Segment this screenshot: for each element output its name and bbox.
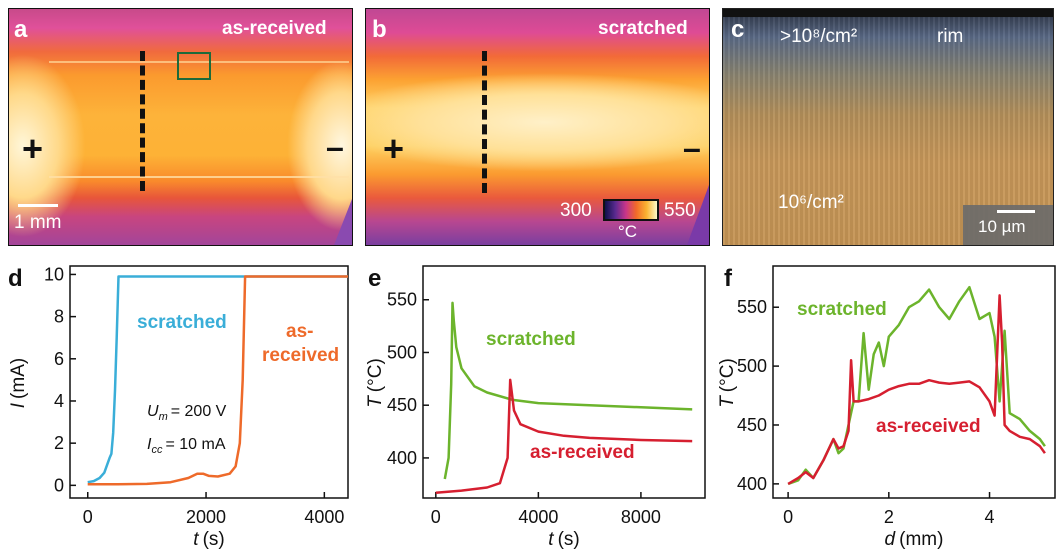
series-e-scratched	[443, 301, 693, 480]
series-f-as-received	[787, 294, 1046, 485]
lines-e	[435, 301, 693, 494]
panel-f-letter: f	[724, 265, 733, 292]
xtick-label-f-2: 4	[985, 507, 995, 527]
label-as-f: as-received	[876, 416, 981, 437]
ytick-label-f-3: 550	[737, 297, 767, 317]
panel-c-sem-image	[722, 8, 1054, 246]
triangle-a	[334, 199, 352, 245]
plus-sign-a: +	[22, 128, 44, 169]
plot-frame-f	[772, 265, 1056, 499]
ticks-d: 0 2000 4000 0 2 4 6 8 10	[44, 264, 344, 527]
lines-d	[87, 275, 348, 486]
panel-d: d 0 2000 4000 0 2 4 6 8 10 scratched as- receive…	[8, 264, 349, 550]
panel-a-thermal-image	[8, 8, 353, 246]
scale-label-a: 1 mm	[14, 212, 62, 233]
plus-sign-b: +	[383, 128, 405, 169]
ytick-label-e-0: 400	[387, 448, 417, 468]
density-top-label: >10⁸/cm²	[780, 26, 858, 47]
xtick-label-f-0: 0	[783, 507, 793, 527]
panel-b-label: scratched	[598, 18, 688, 39]
label-scratched-d: scratched	[137, 312, 227, 333]
colorbar-min: 300	[560, 200, 592, 221]
ylabel-d: I(mA)	[8, 358, 29, 408]
zoom-box	[177, 52, 211, 80]
panel-a-label: as-received	[222, 18, 327, 39]
colorbar-max: 550	[664, 200, 696, 221]
panel-e-letter: e	[368, 265, 381, 292]
colorbar-unit: °C	[618, 222, 638, 241]
ytick-label-e-2: 500	[387, 342, 417, 362]
panel-b-letter: b	[372, 16, 387, 43]
xlabel-d: t (s)	[193, 529, 224, 550]
ytick-label-d-1: 2	[54, 433, 64, 453]
plot-frame-d	[69, 265, 349, 499]
ticks-e: 0 4000 8000 400 450 500 550	[387, 290, 661, 527]
panel-e: e 0 4000 8000 400 450 500 550 scratched as-rec…	[365, 265, 706, 550]
dashed-line-a	[140, 51, 145, 191]
minus-sign-b: –	[683, 130, 701, 166]
ytick-label-f-2: 500	[737, 356, 767, 376]
scale-label-c: 10 µm	[978, 217, 1026, 236]
lines-f	[787, 285, 1046, 486]
scale-bar-c	[997, 210, 1035, 213]
ytick-label-e-1: 450	[387, 395, 417, 415]
ytick-label-e-3: 550	[387, 290, 417, 310]
scale-bar-a	[18, 204, 58, 207]
density-bottom-label: 10⁶/cm²	[778, 192, 844, 213]
series-d-as-received	[87, 275, 348, 486]
ytick-label-d-5: 10	[44, 264, 64, 284]
colorbar	[603, 199, 659, 221]
ylabel-e: T(°C)	[365, 358, 386, 408]
minus-sign-a: –	[326, 129, 344, 165]
series-e-as-received	[435, 378, 693, 494]
xtick-label-e-2: 8000	[621, 507, 661, 527]
ytick-label-d-2: 4	[54, 391, 64, 411]
icc-annotation: Icc = 10 mA	[147, 436, 226, 456]
rim-band	[723, 9, 1053, 17]
xtick-label-d-0: 0	[83, 507, 93, 527]
xtick-label-d-2: 4000	[304, 507, 344, 527]
series-d-scratched	[87, 275, 348, 484]
electrode-gap-bottom	[49, 176, 349, 178]
xtick-label-e-0: 0	[431, 507, 441, 527]
electrode-gap-top	[49, 61, 349, 63]
ytick-label-d-3: 6	[54, 349, 64, 369]
ytick-label-d-4: 8	[54, 307, 64, 327]
xlabel-f: d (mm)	[885, 529, 944, 550]
ytick-label-d-0: 0	[54, 475, 64, 495]
xtick-label-f-1: 2	[884, 507, 894, 527]
ytick-label-f-0: 400	[737, 474, 767, 494]
triangle-b	[687, 185, 709, 245]
label-as-e: as-received	[530, 442, 635, 463]
ticks-f: 0 2 4 400 450 500 550	[737, 297, 995, 527]
um-annotation: Um = 200 V	[147, 403, 227, 423]
plot-frame-e	[422, 265, 706, 499]
label-scratched-e: scratched	[486, 329, 576, 350]
xtick-label-e-1: 4000	[518, 507, 558, 527]
label-scratched-f: scratched	[797, 299, 887, 320]
label-as-top-d: as-	[286, 321, 313, 342]
rim-label: rim	[937, 26, 964, 47]
xlabel-e: t (s)	[548, 529, 579, 550]
panel-a-letter: a	[14, 16, 28, 43]
panel-c-letter: c	[731, 16, 745, 43]
xtick-label-d-1: 2000	[186, 507, 226, 527]
ylabel-f: T(°C)	[717, 358, 738, 408]
label-as-bottom-d: received	[262, 345, 339, 366]
dashed-line-b	[482, 51, 487, 193]
ytick-label-f-1: 450	[737, 415, 767, 435]
series-f-scratched	[787, 285, 1046, 486]
panel-d-letter: d	[8, 265, 23, 292]
